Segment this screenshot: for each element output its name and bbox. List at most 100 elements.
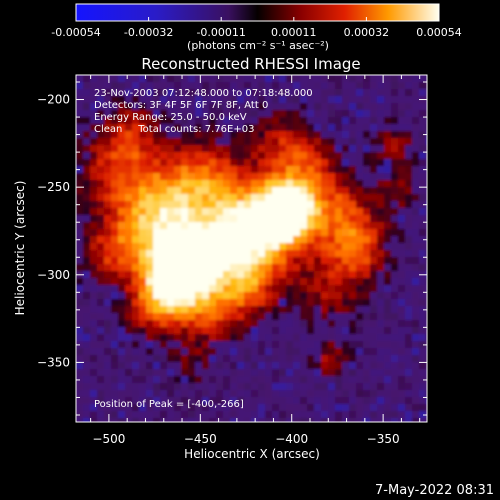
map-pixel [328, 152, 336, 160]
map-pixel [377, 285, 385, 293]
map-pixel [272, 89, 280, 97]
map-pixel [314, 145, 322, 153]
map-pixel [230, 222, 238, 230]
map-pixel [139, 334, 147, 342]
map-pixel [279, 201, 287, 209]
map-pixel [384, 236, 392, 244]
map-pixel [265, 166, 273, 174]
colorbar-tick-label: 0.00054 [416, 26, 462, 39]
map-pixel [370, 334, 378, 342]
map-pixel [293, 82, 301, 90]
map-pixel [314, 173, 322, 181]
map-pixel [398, 306, 406, 314]
map-pixel [363, 369, 371, 377]
map-pixel [356, 103, 364, 111]
map-pixel [76, 194, 84, 202]
map-pixel [181, 187, 189, 195]
map-pixel [188, 103, 196, 111]
map-pixel [125, 166, 133, 174]
map-pixel [321, 166, 329, 174]
map-pixel [76, 222, 84, 230]
map-pixel [146, 187, 154, 195]
map-pixel [104, 299, 112, 307]
map-pixel [153, 306, 161, 314]
map-pixel [167, 369, 175, 377]
map-pixel [342, 271, 350, 279]
map-pixel [104, 96, 112, 104]
map-pixel [111, 348, 119, 356]
map-pixel [167, 117, 175, 125]
map-pixel [370, 201, 378, 209]
map-pixel [251, 320, 259, 328]
map-pixel [279, 418, 287, 422]
map-pixel [230, 285, 238, 293]
map-pixel [328, 215, 336, 223]
map-pixel [181, 236, 189, 244]
map-pixel [216, 404, 224, 412]
map-pixel [244, 96, 252, 104]
map-pixel [153, 159, 161, 167]
map-pixel [321, 376, 329, 384]
map-pixel [293, 383, 301, 391]
map-pixel [209, 390, 217, 398]
map-pixel [90, 285, 98, 293]
map-pixel [279, 306, 287, 314]
map-pixel [377, 215, 385, 223]
map-pixel [370, 320, 378, 328]
map-pixel [118, 313, 126, 321]
map-pixel [83, 390, 91, 398]
map-pixel [160, 187, 168, 195]
map-pixel [300, 404, 308, 412]
map-pixel [265, 348, 273, 356]
map-pixel [356, 362, 364, 370]
map-pixel [356, 334, 364, 342]
map-pixel [202, 243, 210, 251]
map-pixel [132, 145, 140, 153]
map-pixel [167, 194, 175, 202]
map-pixel [146, 390, 154, 398]
map-pixel [118, 145, 126, 153]
map-pixel [300, 194, 308, 202]
map-pixel [314, 243, 322, 251]
map-pixel [237, 117, 245, 125]
map-pixel [181, 285, 189, 293]
map-pixel [174, 306, 182, 314]
map-pixel [174, 131, 182, 139]
map-pixel [307, 194, 315, 202]
map-pixel [300, 418, 308, 422]
map-pixel [335, 404, 343, 412]
map-pixel [237, 131, 245, 139]
map-pixel [125, 250, 133, 258]
map-pixel [335, 278, 343, 286]
map-pixel [125, 82, 133, 90]
map-pixel [146, 145, 154, 153]
map-pixel [286, 194, 294, 202]
map-pixel [230, 166, 238, 174]
map-pixel [118, 194, 126, 202]
map-pixel [307, 404, 315, 412]
map-pixel [286, 110, 294, 118]
map-pixel [237, 299, 245, 307]
map-pixel [111, 180, 119, 188]
map-pixel [251, 117, 259, 125]
map-pixel [223, 166, 231, 174]
map-pixel [230, 418, 238, 422]
map-pixel [181, 89, 189, 97]
map-pixel [146, 334, 154, 342]
map-pixel [391, 243, 399, 251]
map-pixel [412, 383, 420, 391]
map-pixel [272, 271, 280, 279]
map-pixel [174, 103, 182, 111]
map-pixel [405, 229, 413, 237]
map-pixel [356, 313, 364, 321]
map-pixel [384, 173, 392, 181]
map-pixel [398, 278, 406, 286]
map-pixel [328, 320, 336, 328]
map-pixel [370, 271, 378, 279]
map-pixel [314, 110, 322, 118]
map-pixel [223, 145, 231, 153]
map-pixel [293, 390, 301, 398]
map-pixel [293, 376, 301, 384]
map-pixel [76, 383, 84, 391]
map-pixel [202, 397, 210, 405]
